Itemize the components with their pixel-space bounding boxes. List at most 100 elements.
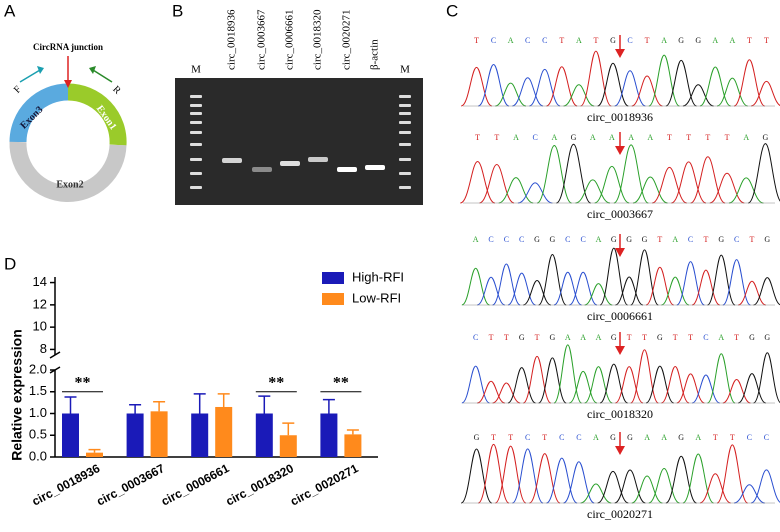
base-letter: T xyxy=(491,433,496,442)
trace-peak xyxy=(584,366,613,404)
base-letter: T xyxy=(667,133,672,142)
trace-peak xyxy=(648,467,680,504)
trace-peak xyxy=(563,84,595,107)
base-letter: C xyxy=(542,36,547,45)
trace-peak xyxy=(528,453,561,504)
lane-label: circ_0020271 xyxy=(341,10,353,70)
ladder-band xyxy=(399,104,411,107)
trace-peak xyxy=(507,367,536,404)
base-letter: G xyxy=(749,333,755,342)
bar xyxy=(86,452,103,457)
base-letter: T xyxy=(657,235,662,244)
trace-peak xyxy=(555,143,592,204)
bar xyxy=(255,413,273,457)
trace-peak xyxy=(661,366,690,404)
base-letter: T xyxy=(642,333,647,342)
trace-peak xyxy=(733,484,765,504)
chromatogram-label: circ_0020271 xyxy=(587,507,653,521)
base-letter: A xyxy=(473,235,479,244)
trace-peak xyxy=(563,461,595,504)
trace-peak xyxy=(498,177,534,204)
x-tick-label: circ_0006661 xyxy=(159,461,232,509)
base-letter: C xyxy=(688,235,693,244)
trace-peak xyxy=(728,177,764,204)
trace-peak xyxy=(706,254,736,306)
base-letter: A xyxy=(712,36,718,45)
base-letter: A xyxy=(513,133,519,142)
base-letter: G xyxy=(764,235,770,244)
trace-peak xyxy=(699,66,731,107)
ladder-band xyxy=(190,121,202,124)
bar xyxy=(191,413,209,457)
error-bar xyxy=(258,395,271,414)
y-tick-label: 1.5 xyxy=(29,383,47,398)
base-letter: C xyxy=(525,36,530,45)
trace-peak xyxy=(546,457,578,504)
trace-peak xyxy=(511,448,544,504)
bar xyxy=(126,413,144,457)
bar xyxy=(62,413,79,457)
bar-chart: 0.0 0.5 1.0 1.5 2.0 8 10 12 14 Relative expressio… xyxy=(9,269,404,508)
y-tick-label: 2.0 xyxy=(29,361,47,376)
base-letter: T xyxy=(688,333,693,342)
trace-peak xyxy=(494,445,527,504)
trace-peak xyxy=(631,75,663,107)
trace-peak xyxy=(460,448,493,504)
chromatogram-label: circ_0003667 xyxy=(587,207,653,221)
legend-label: Low-RFI xyxy=(352,290,401,305)
base-letter: T xyxy=(475,133,480,142)
trace-peak xyxy=(676,373,705,404)
trace-peak xyxy=(597,470,629,504)
bar xyxy=(344,434,362,457)
base-letter: C xyxy=(504,235,509,244)
trace-peak xyxy=(477,443,510,504)
chromatogram-label: circ_0018320 xyxy=(587,407,653,421)
base-letter: C xyxy=(488,235,493,244)
gel xyxy=(175,78,423,205)
trace-peak xyxy=(665,455,698,504)
trace-peak xyxy=(645,365,674,404)
trace-peak xyxy=(722,259,751,306)
base-letter: G xyxy=(642,235,648,244)
error-bar xyxy=(346,429,359,435)
base-letter: T xyxy=(747,36,752,45)
trace-peak xyxy=(461,365,490,404)
x-tick-label: circ_0003667 xyxy=(94,461,167,509)
y-tick-label: 14 xyxy=(33,274,47,289)
ladder-band xyxy=(190,131,202,134)
junction-arrow xyxy=(615,346,625,355)
ladder-band xyxy=(399,95,411,98)
x-tick-label: circ_0020271 xyxy=(288,461,361,509)
y-tick-label: 10 xyxy=(33,319,47,334)
trace-peak xyxy=(671,161,707,204)
trace-peak xyxy=(722,378,751,404)
ladder-band xyxy=(399,121,411,124)
trace-peak xyxy=(477,63,510,107)
base-letter: G xyxy=(627,433,633,442)
trace-peak xyxy=(517,182,553,204)
y-axis-label: Relative expression xyxy=(9,329,25,461)
junction-label: CircRNA junction xyxy=(33,42,103,52)
axis-break xyxy=(49,351,61,359)
base-letter: A xyxy=(609,133,615,142)
gel-band xyxy=(365,165,385,170)
significance-label: ** xyxy=(75,374,91,391)
junction-arrow xyxy=(615,146,625,155)
base-letter: A xyxy=(590,133,596,142)
trace-peak xyxy=(599,247,629,306)
base-letter: G xyxy=(718,235,724,244)
trace-peak xyxy=(538,357,567,404)
y-tick-label: 0.0 xyxy=(29,448,47,463)
ladder-band xyxy=(190,143,202,146)
trace-peak xyxy=(569,271,598,306)
lane-label: M xyxy=(400,64,410,76)
ladder-band xyxy=(399,186,411,189)
base-letter: T xyxy=(508,433,513,442)
trace-peak xyxy=(522,355,552,404)
trace-peak xyxy=(461,267,490,306)
base-letter: G xyxy=(610,36,616,45)
base-letter: T xyxy=(535,333,540,342)
base-letter: C xyxy=(764,433,769,442)
ladder-band xyxy=(399,112,411,115)
